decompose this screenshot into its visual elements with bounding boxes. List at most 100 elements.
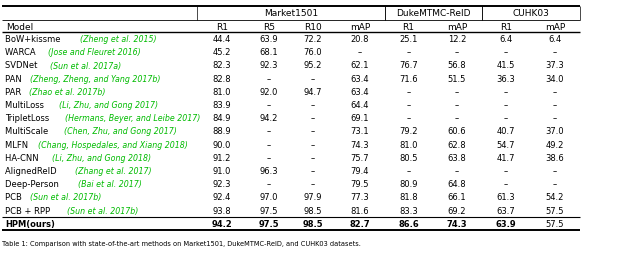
Text: –: – xyxy=(504,114,508,123)
Text: 91.2: 91.2 xyxy=(213,153,231,162)
Text: –: – xyxy=(455,101,459,110)
Text: 83.9: 83.9 xyxy=(212,101,231,110)
Text: 74.3: 74.3 xyxy=(351,140,369,149)
Text: –: – xyxy=(406,166,411,176)
Text: –: – xyxy=(311,180,315,188)
Text: –: – xyxy=(504,101,508,110)
Text: MultiLoss: MultiLoss xyxy=(5,101,47,110)
Text: (Hermans, Beyer, and Leibe 2017): (Hermans, Beyer, and Leibe 2017) xyxy=(65,114,201,123)
Text: R1: R1 xyxy=(403,22,415,31)
Text: 73.1: 73.1 xyxy=(351,127,369,136)
Text: 81.8: 81.8 xyxy=(399,193,418,202)
Text: (Li, Zhu, and Gong 2017): (Li, Zhu, and Gong 2017) xyxy=(59,101,158,110)
Text: 72.2: 72.2 xyxy=(304,35,323,44)
Text: –: – xyxy=(553,180,557,188)
Text: –: – xyxy=(267,153,271,162)
Text: 81.0: 81.0 xyxy=(399,140,418,149)
Text: –: – xyxy=(455,48,459,57)
Text: 51.5: 51.5 xyxy=(448,74,466,83)
Text: –: – xyxy=(553,88,557,97)
Text: (Chen, Zhu, and Gong 2017): (Chen, Zhu, and Gong 2017) xyxy=(64,127,177,136)
Text: 6.4: 6.4 xyxy=(548,35,562,44)
Text: 61.3: 61.3 xyxy=(497,193,515,202)
Text: mAP: mAP xyxy=(545,22,565,31)
Text: –: – xyxy=(267,74,271,83)
Text: 34.0: 34.0 xyxy=(546,74,564,83)
Text: PAN: PAN xyxy=(5,74,24,83)
Text: 54.7: 54.7 xyxy=(497,140,515,149)
Text: 40.7: 40.7 xyxy=(497,127,515,136)
Text: 45.2: 45.2 xyxy=(213,48,231,57)
Text: –: – xyxy=(311,101,315,110)
Text: 92.3: 92.3 xyxy=(260,61,278,70)
Text: –: – xyxy=(504,166,508,176)
Text: –: – xyxy=(553,114,557,123)
Text: –: – xyxy=(267,101,271,110)
Text: –: – xyxy=(406,88,411,97)
Text: 12.2: 12.2 xyxy=(448,35,466,44)
Text: Model: Model xyxy=(6,22,33,31)
Text: 97.9: 97.9 xyxy=(304,193,323,202)
Text: 79.2: 79.2 xyxy=(399,127,418,136)
Text: –: – xyxy=(311,127,315,136)
Text: 25.1: 25.1 xyxy=(399,35,418,44)
Text: 92.4: 92.4 xyxy=(213,193,231,202)
Text: 82.7: 82.7 xyxy=(349,219,371,228)
Text: (Chang, Hospedales, and Xiang 2018): (Chang, Hospedales, and Xiang 2018) xyxy=(38,140,188,149)
Text: 41.5: 41.5 xyxy=(497,61,515,70)
Text: 98.5: 98.5 xyxy=(303,219,323,228)
Text: AlignedReID: AlignedReID xyxy=(5,166,60,176)
Text: 63.7: 63.7 xyxy=(497,206,515,215)
Text: 57.5: 57.5 xyxy=(546,206,564,215)
Text: –: – xyxy=(311,140,315,149)
Text: –: – xyxy=(504,88,508,97)
Text: PAR: PAR xyxy=(5,88,24,97)
Text: 6.4: 6.4 xyxy=(499,35,513,44)
Text: 57.5: 57.5 xyxy=(546,219,564,228)
Text: –: – xyxy=(406,101,411,110)
Text: HPM(ours): HPM(ours) xyxy=(5,219,55,228)
Text: 69.1: 69.1 xyxy=(351,114,369,123)
Text: WARCA: WARCA xyxy=(5,48,38,57)
Text: –: – xyxy=(267,127,271,136)
Text: –: – xyxy=(311,114,315,123)
Text: –: – xyxy=(553,101,557,110)
Text: 41.7: 41.7 xyxy=(497,153,515,162)
Text: –: – xyxy=(267,140,271,149)
Text: MultiScale: MultiScale xyxy=(5,127,51,136)
Text: 93.8: 93.8 xyxy=(212,206,231,215)
Text: mAP: mAP xyxy=(350,22,370,31)
Text: R5: R5 xyxy=(263,22,275,31)
Text: 54.2: 54.2 xyxy=(546,193,564,202)
Text: 66.1: 66.1 xyxy=(448,193,467,202)
Text: 68.1: 68.1 xyxy=(260,48,278,57)
Text: 82.3: 82.3 xyxy=(212,61,231,70)
Text: –: – xyxy=(311,74,315,83)
Text: –: – xyxy=(406,48,411,57)
Text: 36.3: 36.3 xyxy=(497,74,515,83)
Text: 63.9: 63.9 xyxy=(260,35,278,44)
Text: SVDNet: SVDNet xyxy=(5,61,40,70)
Text: (Zhao et al. 2017b): (Zhao et al. 2017b) xyxy=(29,88,106,97)
Text: R1: R1 xyxy=(216,22,228,31)
Text: 62.8: 62.8 xyxy=(448,140,467,149)
Text: BoW+kissme: BoW+kissme xyxy=(5,35,63,44)
Text: 86.6: 86.6 xyxy=(398,219,419,228)
Text: 90.0: 90.0 xyxy=(213,140,231,149)
Text: –: – xyxy=(553,48,557,57)
Text: 97.0: 97.0 xyxy=(260,193,278,202)
Text: 96.3: 96.3 xyxy=(260,166,278,176)
Text: (Sun et al. 2017a): (Sun et al. 2017a) xyxy=(50,61,122,70)
Text: CUHK03: CUHK03 xyxy=(513,9,549,19)
Text: 71.6: 71.6 xyxy=(399,74,418,83)
Text: R1: R1 xyxy=(500,22,512,31)
Text: MLFN: MLFN xyxy=(5,140,31,149)
Text: (Sun et al. 2017b): (Sun et al. 2017b) xyxy=(30,193,102,202)
Text: 75.7: 75.7 xyxy=(351,153,369,162)
Text: (Li, Zhu, and Gong 2018): (Li, Zhu, and Gong 2018) xyxy=(52,153,151,162)
Text: 98.5: 98.5 xyxy=(304,206,323,215)
Text: 49.2: 49.2 xyxy=(546,140,564,149)
Text: 97.5: 97.5 xyxy=(259,219,279,228)
Text: 37.0: 37.0 xyxy=(546,127,564,136)
Text: 97.5: 97.5 xyxy=(260,206,278,215)
